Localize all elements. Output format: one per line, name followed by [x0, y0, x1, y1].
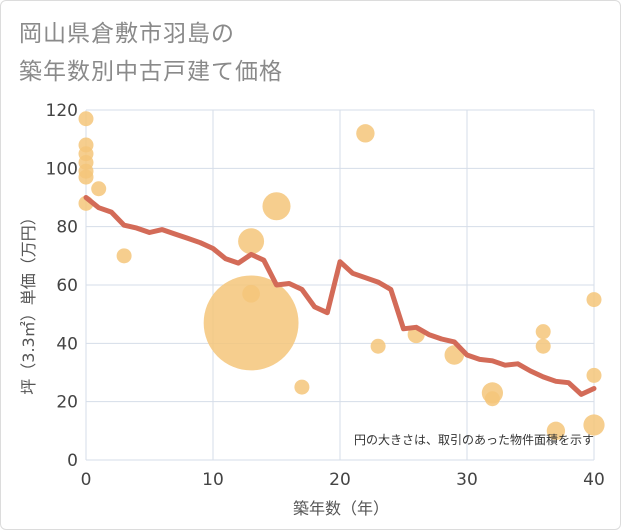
x-tick-label-3: 30 [456, 470, 478, 490]
x-tick-label-1: 10 [202, 470, 224, 490]
trend-line [83, 195, 597, 397]
bubble-14 [356, 124, 375, 143]
x-axis-title: 築年数（年） [293, 499, 389, 518]
bubble-8 [116, 248, 132, 264]
bubble-25 [583, 414, 605, 436]
x-tick-label-0: 0 [81, 470, 92, 490]
y-axis-title: 坪（3.3㎡）単価（万円） [19, 209, 38, 394]
bubble-23 [586, 292, 602, 308]
x-tick-label-2: 20 [329, 470, 351, 490]
chart-title: 岡山県倉敷市羽島の 築年数別中古戸建て価格 [19, 15, 283, 91]
y-tick-label-3: 60 [56, 276, 78, 296]
y-tick-label-5: 100 [46, 159, 78, 179]
bubble-size-note: 円の大きさは、取引のあった物件面積を示す [354, 432, 594, 447]
bubble-12 [262, 192, 291, 221]
y-tick-label-6: 120 [46, 101, 78, 121]
bubble-24 [586, 367, 602, 383]
axes: 0 20 40 60 80 100 120 0 10 20 30 40 [46, 101, 605, 490]
bubble-0 [78, 111, 94, 127]
bubble-13 [294, 379, 310, 395]
y-tick-label-0: 0 [67, 451, 78, 471]
bubble-5 [78, 169, 94, 185]
bubble-9 [238, 228, 265, 255]
chart-title-line1: 岡山県倉敷市羽島の [19, 21, 235, 47]
bubble-15 [370, 338, 386, 354]
grid-lines [85, 109, 595, 461]
chart-title-line2: 築年数別中古戸建て価格 [19, 59, 283, 85]
bubble-layer [78, 111, 605, 441]
y-tick-label-4: 80 [56, 218, 78, 238]
bubble-20 [535, 324, 551, 340]
y-tick-label-1: 20 [56, 393, 78, 413]
bubble-11 [203, 275, 299, 371]
bubble-21 [535, 338, 551, 354]
trend-layer [83, 195, 597, 397]
bubble-7 [91, 181, 107, 197]
bubble-22 [546, 421, 566, 441]
bubble-19 [484, 391, 500, 407]
x-tick-label-4: 40 [583, 470, 605, 490]
y-tick-label-2: 40 [56, 334, 78, 354]
